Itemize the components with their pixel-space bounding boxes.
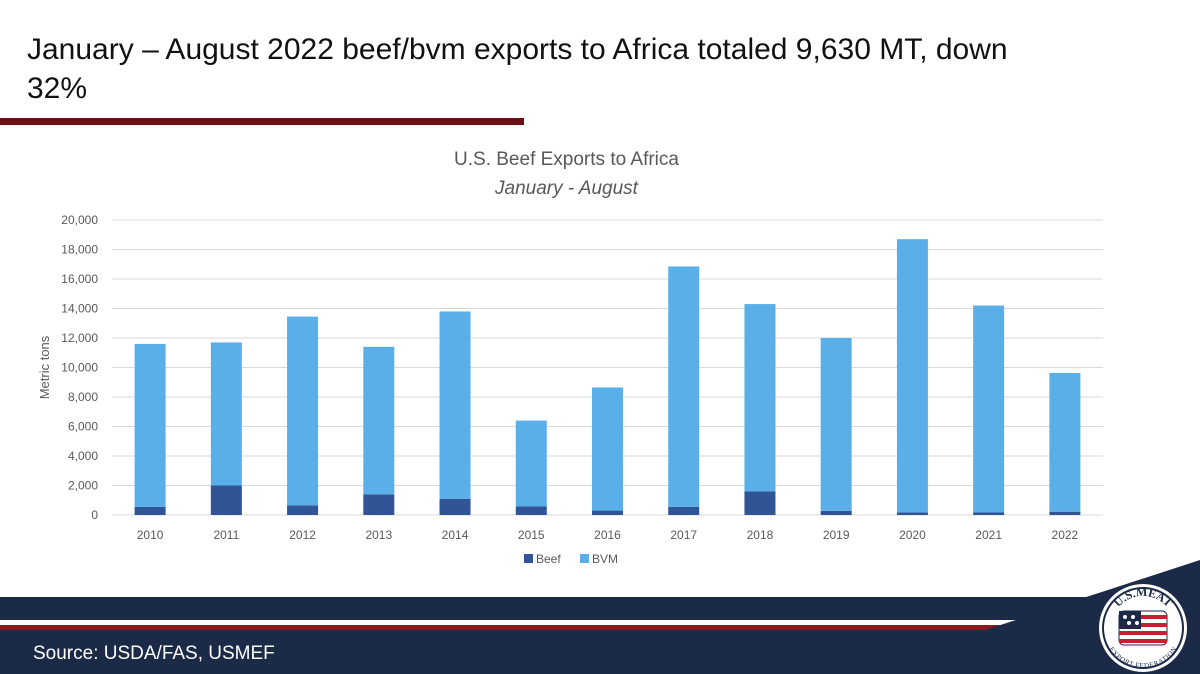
x-tick-label: 2017 [670,528,697,542]
bar-bvm-2017 [668,266,700,507]
usmef-logo-corner: U.S.MEAT EXPORT FEDERATION [850,560,1200,674]
legend-label-bvm: BVM [592,552,618,566]
x-tick-label: 2016 [594,528,621,542]
y-axis-label: Metric tons [37,335,52,399]
legend-swatch-bvm [580,554,589,563]
x-tick-label: 2018 [747,528,774,542]
x-tick-label: 2019 [823,528,850,542]
usmef-logo: U.S.MEAT EXPORT FEDERATION [1099,584,1187,672]
bar-bvm-2013 [363,346,395,495]
bar-beef-2021 [973,512,1005,515]
bar-bvm-2010 [134,343,166,507]
stacked-bar-chart: 0 2,000 4,000 6,000 8,000 10,000 12,000 14,000 1… [37,213,1103,566]
y-tick-label: 8,000 [68,390,98,404]
bar-beef-2018 [744,491,776,515]
bar-beef-2016 [592,510,623,515]
bar-bvm-2016 [592,387,623,511]
bar-bvm-2018 [744,304,776,492]
y-tick-label: 10,000 [61,361,98,375]
y-tick-label: 0 [91,508,98,522]
chart-title: U.S. Beef Exports to Africa [454,149,679,170]
source-note: Source: USDA/FAS, USMEF [33,643,275,664]
bar-bvm-2015 [515,420,547,507]
footer-stripe-red [0,625,1010,630]
slide-title: January – August 2022 beef/bvm exports t… [27,33,1008,105]
footer-stripe-white [0,620,1020,625]
y-tick-label: 16,000 [61,272,98,286]
logo-ring [1102,587,1184,669]
x-tick-label: 2010 [137,528,164,542]
bar-beef-2010 [134,506,166,515]
bar-beef-2020 [896,512,928,515]
bar-bvm-2014 [439,311,471,499]
bar-bvm-2021 [973,305,1005,513]
bar-beef-2014 [439,498,471,515]
bar-beef-2012 [287,505,319,515]
legend-swatch-beef [524,554,533,563]
bar-bvm-2012 [287,316,319,506]
x-tick-label: 2012 [289,528,316,542]
x-tick-label: 2022 [1052,528,1079,542]
y-tick-label: 20,000 [61,213,98,227]
bar-beef-2015 [515,506,547,515]
y-tick-label: 12,000 [61,331,98,345]
bar-bvm-2020 [896,239,928,513]
bar-bvm-2019 [820,338,852,511]
title-underline [0,118,524,125]
bar-beef-2019 [820,510,852,515]
y-tick-label: 6,000 [68,420,98,434]
bar-beef-2022 [1049,511,1081,515]
y-tick-label: 18,000 [61,243,98,257]
y-tick-label: 2,000 [68,479,98,493]
x-tick-label: 2020 [899,528,926,542]
bar-beef-2013 [363,494,395,515]
legend-label-beef: Beef [536,552,561,566]
bar-bvm-2011 [210,342,242,486]
x-tick-label: 2011 [213,528,239,542]
x-tick-label: 2013 [365,528,392,542]
chart-subtitle: January - August [495,178,638,199]
x-tick-label: 2015 [518,528,545,542]
y-tick-label: 14,000 [61,302,98,316]
bar-beef-2011 [210,485,242,515]
y-tick-label: 4,000 [68,449,98,463]
x-tick-label: 2014 [442,528,469,542]
chart-area: 0 2,000 4,000 6,000 8,000 10,000 12,000 14,000 1… [0,140,1200,580]
bar-beef-2017 [668,506,700,515]
bar-bvm-2022 [1049,372,1081,512]
x-tick-label: 2021 [975,528,1002,542]
logo-flag-icon [1118,610,1168,646]
